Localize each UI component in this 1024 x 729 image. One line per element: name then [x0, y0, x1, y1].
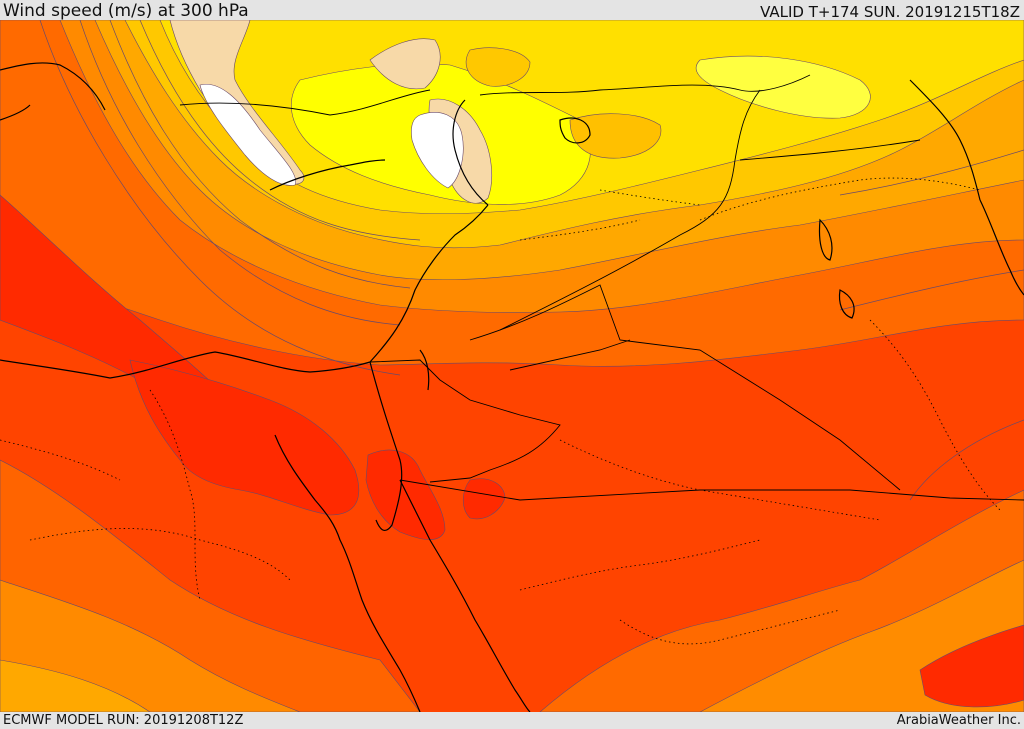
header-bar: Wind speed (m/s) at 300 hPa VALID T+174 … [0, 0, 1024, 22]
political-borders [179, 74, 1024, 501]
wind-speed-map [0, 20, 1024, 712]
map-title: Wind speed (m/s) at 300 hPa [3, 1, 249, 21]
coastlines [0, 62, 1024, 712]
field-jet-aqaba [365, 449, 446, 540]
field-se-red [919, 624, 1024, 708]
field-ne-amber-blob2 [465, 47, 531, 87]
field-calm-white-levant [411, 112, 464, 189]
field-ne-amber-blob [569, 113, 662, 159]
admin-borders [0, 177, 1001, 645]
field-jet-sinai [129, 359, 360, 516]
credit: ArabiaWeather Inc. [896, 713, 1021, 728]
field-north-yellow-east [695, 55, 871, 119]
field-calm-peach-north [369, 38, 441, 90]
footer-bar: ECMWF MODEL RUN: 20191208T12Z ArabiaWeat… [0, 712, 1024, 729]
field-sw-amber [0, 659, 151, 712]
model-run: ECMWF MODEL RUN: 20191208T12Z [3, 713, 244, 728]
field-jet-blob [462, 478, 506, 520]
field-calm-white-west [199, 83, 297, 186]
isotach-lines [39, 20, 1024, 501]
valid-time: VALID T+174 SUN. 20191215T18Z [760, 3, 1020, 21]
